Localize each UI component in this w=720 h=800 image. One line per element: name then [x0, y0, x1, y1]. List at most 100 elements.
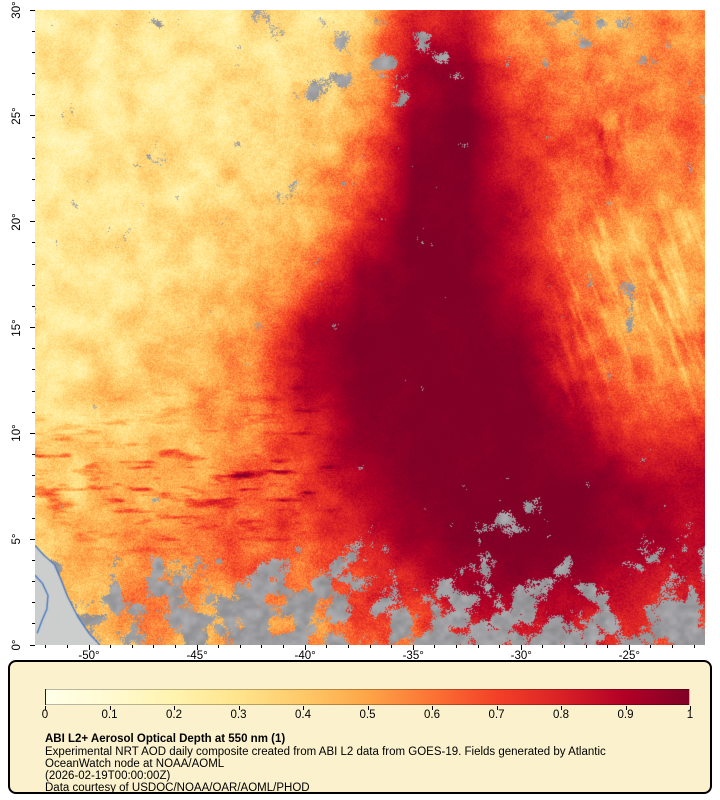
x-minor-tick--37	[369, 645, 371, 648]
y-minor-tick-21	[32, 200, 35, 201]
x-major-tick--25	[628, 645, 630, 650]
x-minor-tick--44	[218, 645, 220, 648]
legend-description-line-1: Experimental NRT AOD daily composite cre…	[45, 746, 606, 758]
x-minor-tick--26	[607, 645, 609, 648]
x-major-tick--45	[196, 645, 198, 650]
x-minor-tick--48	[131, 645, 133, 648]
colorbar-tick-label-0.3: 0.3	[230, 709, 247, 721]
y-major-tick-10	[30, 432, 35, 434]
x-axis-label--25: -25°	[618, 650, 640, 662]
colorbar-tick-0.8	[561, 706, 562, 710]
x-axis-label--35: -35°	[402, 650, 424, 662]
y-major-tick-0	[30, 644, 35, 646]
x-minor-tick--46	[174, 645, 176, 648]
y-minor-tick-19	[32, 242, 35, 244]
y-minor-tick-9	[32, 454, 35, 455]
x-minor-tick--38	[347, 645, 349, 648]
colorbar-tick-0.1	[109, 706, 111, 710]
colorbar-tick-0	[45, 706, 46, 710]
x-minor-tick--36	[391, 645, 393, 648]
y-minor-tick-8	[32, 475, 35, 477]
y-axis-label-30: 30°	[11, 1, 23, 19]
y-minor-tick-27	[32, 73, 35, 74]
x-axis-label--30: -30°	[510, 650, 532, 662]
y-major-tick-30	[30, 9, 35, 11]
colorbar-tick-label-0.2: 0.2	[166, 709, 182, 721]
y-minor-tick-26	[32, 94, 35, 96]
colorbar-tick-1	[690, 706, 691, 710]
x-minor-tick--43	[239, 645, 241, 648]
y-axis-label-5: 5°	[11, 533, 23, 545]
x-minor-tick--23	[672, 645, 674, 648]
colorbar-tick-label-0.6: 0.6	[424, 709, 440, 721]
y-minor-tick-29	[32, 30, 35, 32]
y-minor-tick-17	[32, 284, 35, 286]
x-minor-tick--42	[261, 645, 263, 648]
x-minor-tick--27	[585, 645, 587, 648]
x-minor-tick--33	[455, 645, 457, 648]
y-minor-tick-2	[32, 602, 35, 604]
colorbar-tick-label-1: 1	[686, 709, 694, 721]
y-axis-label-25: 25°	[11, 107, 23, 125]
x-major-tick--30	[520, 645, 522, 650]
colorbar-tick-0.3	[238, 706, 240, 710]
colorbar-tick-label-0.7: 0.7	[488, 709, 505, 721]
y-major-tick-15	[30, 327, 35, 328]
legend-description-line-2: OceanWatch node at NOAA/AOML	[45, 758, 225, 770]
colorbar-tick-0.5	[367, 706, 369, 710]
y-minor-tick-3	[32, 581, 35, 582]
y-major-tick-25	[30, 115, 35, 117]
colorbar-tick-label-0.1: 0.1	[101, 709, 118, 721]
x-minor-tick--29	[542, 645, 544, 648]
colorbar-tick-label-0: 0	[41, 709, 49, 721]
colorbar-tick-label-0.4: 0.4	[295, 709, 311, 721]
x-minor-tick--49	[110, 645, 112, 648]
colorbar-tick-0.9	[625, 706, 627, 710]
y-minor-tick-12	[32, 390, 35, 392]
colorbar-gradient	[45, 689, 690, 705]
y-axis-label-0: 0°	[11, 639, 23, 651]
x-minor-tick--39	[326, 645, 328, 648]
y-minor-tick-23	[32, 157, 35, 159]
x-axis-label--40: -40°	[294, 650, 316, 662]
colorbar-tick-0.6	[432, 706, 433, 710]
x-minor-tick--41	[283, 645, 285, 648]
x-minor-tick--24	[650, 645, 652, 648]
colorbar-tick-label-0.9: 0.9	[617, 709, 634, 721]
y-minor-tick-4	[32, 559, 35, 561]
y-major-tick-5	[30, 538, 35, 540]
y-axis-label-20: 20°	[11, 212, 23, 231]
colorbar-tick-0.4	[303, 706, 304, 710]
y-minor-tick-16	[32, 305, 35, 307]
x-minor-tick--52	[45, 645, 47, 648]
colorbar-tick-label-0.8: 0.8	[553, 709, 569, 721]
legend-data-courtesy: Data courtesy of USDOC/NOAA/OAR/AOML/PHO…	[45, 782, 310, 794]
x-major-tick--35	[412, 645, 414, 650]
y-minor-tick-1	[32, 623, 35, 625]
x-minor-tick--47	[153, 645, 155, 648]
legend-title: ABI L2+ Aerosol Optical Depth at 550 nm …	[45, 733, 286, 745]
y-minor-tick-13	[32, 369, 35, 371]
y-minor-tick-14	[32, 348, 35, 350]
y-minor-tick-28	[32, 51, 35, 53]
y-major-tick-20	[30, 221, 35, 223]
x-axis-label--45: -45°	[186, 650, 208, 662]
colorbar-tick-label-0.5: 0.5	[359, 709, 376, 721]
colorbar-tick-0.7	[496, 706, 498, 710]
x-minor-tick--22	[693, 645, 695, 648]
y-minor-tick-18	[32, 263, 35, 265]
x-minor-tick--28	[564, 645, 566, 648]
y-minor-tick-7	[32, 496, 35, 498]
y-minor-tick-11	[32, 411, 35, 413]
x-minor-tick--34	[434, 645, 436, 648]
x-minor-tick--32	[477, 645, 479, 648]
legend-timestamp: (2026-02-19T00:00:00Z)	[45, 770, 171, 782]
x-axis-label--50: -50°	[78, 650, 100, 662]
y-axis-label-10: 10°	[11, 424, 23, 443]
x-major-tick--50	[88, 645, 90, 650]
y-axis-label-15: 15°	[11, 318, 23, 337]
y-minor-tick-6	[32, 517, 35, 519]
colorbar-tick-0.2	[174, 706, 175, 710]
aod-raster-map	[35, 10, 705, 645]
legend-panel: ABI L2+ Aerosol Optical Depth at 550 nm …	[8, 660, 712, 794]
